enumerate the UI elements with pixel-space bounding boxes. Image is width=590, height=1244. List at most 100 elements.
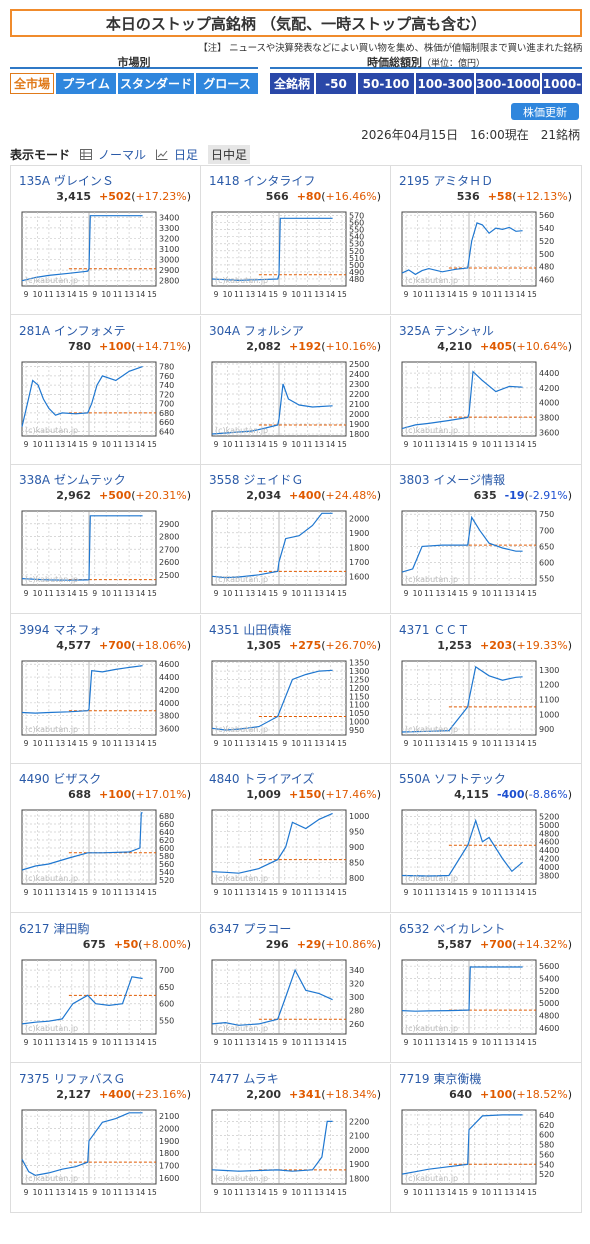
stock-name-link[interactable]: 7719 東京衡機: [399, 1071, 482, 1086]
stock-name-link[interactable]: 7477 ムラキ: [209, 1071, 279, 1086]
stock-name-link[interactable]: 7375 リファバスＧ: [19, 1071, 126, 1086]
x-tick-label: 9: [214, 1038, 219, 1047]
stock-card[interactable]: 7477 ムラキ 2,200 +341(+18.34%) 2200 2100 2000 19…: [201, 1063, 391, 1213]
stock-name-link[interactable]: 1418 インタライフ: [209, 174, 316, 188]
stock-card[interactable]: 4490 ビザスク 688 +100(+17.01%) 680 660 640 620 600…: [11, 764, 201, 914]
stock-card[interactable]: 1418 インタライフ 566 +80(+16.46%) 570 560 550 540 53…: [201, 166, 391, 315]
tab-cap-over-1000[interactable]: 1000-: [542, 73, 582, 94]
stock-card[interactable]: 4371 ＣＣＴ 1,253 +203(+19.33%) 1300 1200 1100 10…: [391, 615, 581, 764]
mode-intraday[interactable]: 日中足: [208, 144, 251, 164]
y-tick-label: 520: [159, 876, 174, 885]
y-tick-label: 1800: [159, 1149, 179, 1158]
mode-normal[interactable]: ノーマル: [80, 146, 146, 163]
x-tick-label: 11: [303, 888, 313, 897]
stock-card[interactable]: 3803 イメージ情報 635 -19(-2.91%) 750 700 650 600 550…: [391, 465, 581, 615]
stock-card[interactable]: 6532 ベイカレント 5,587 +700(+14.32%) 5600 5400 520…: [391, 914, 581, 1063]
y-tick-label: 650: [159, 983, 174, 992]
stock-name-link[interactable]: 6217 津田駒: [19, 922, 90, 936]
update-price-button[interactable]: 株価更新: [511, 103, 579, 120]
stock-name-link[interactable]: 281A インフォメテ: [19, 323, 126, 338]
stock-card[interactable]: 304A フォルシア 2,082 +192(+10.16%) 2500 2400 2300…: [201, 315, 391, 465]
stock-name-link[interactable]: 338A ゼンムテック: [19, 473, 126, 488]
stock-card[interactable]: 7375 リファバスＧ 2,127 +400(+23.16%) 2100 2000 190…: [11, 1063, 201, 1213]
cap-section-label-text: 時価総額別: [366, 56, 422, 69]
price-line: [401, 515, 523, 573]
tab-cap-100-300[interactable]: 100-300: [416, 73, 474, 94]
stock-pct-open: (: [131, 638, 136, 652]
stock-card[interactable]: 4351 山田債権 1,305 +275(+26.70%) 1350 1300 1250 1…: [201, 614, 391, 764]
stock-change-pct: +10.86%: [325, 938, 377, 951]
stock-card[interactable]: 7719 東京衡機 640 +100(+18.52%) 640 620 600 580 560…: [391, 1064, 581, 1213]
y-tick-label: 2200: [349, 390, 369, 399]
stock-name-link[interactable]: 4840 トライアイズ: [209, 772, 315, 787]
stock-name-link[interactable]: 550A ソフトテック: [399, 772, 506, 787]
stock-card[interactable]: 6217 津田駒 675 +50(+8.00%) 700 650 600 550 9 10 11 1…: [11, 914, 201, 1063]
y-tick-label: 2100: [159, 1112, 179, 1121]
stock-name-link[interactable]: 2195 アミタＨＤ: [399, 174, 494, 188]
y-tick-label: 500: [349, 261, 364, 270]
tab-growth[interactable]: グロース: [196, 73, 258, 94]
x-tick-label: 15: [527, 1188, 537, 1197]
stock-name-link[interactable]: 3994 マネフォ: [19, 622, 102, 637]
tab-cap-all[interactable]: 全銘柄: [270, 73, 314, 94]
stock-name-link[interactable]: 3803 イメージ情報: [399, 473, 506, 488]
tab-cap-50-100[interactable]: 50-100: [358, 73, 414, 94]
mode-daily[interactable]: 日足: [156, 146, 198, 163]
stock-card[interactable]: 4840 トライアイズ 1,009 +150(+17.46%) 1000 950 900 8…: [201, 764, 391, 914]
tab-cap-300-1000[interactable]: 300-1000: [476, 73, 540, 94]
tab-standard[interactable]: スタンダード: [118, 73, 194, 94]
x-tick-label: 15: [147, 589, 157, 598]
stock-name-link[interactable]: 4371 ＣＣＴ: [399, 622, 470, 637]
x-tick-label: 15: [337, 888, 347, 897]
stock-name-link[interactable]: 4351 山田債権: [209, 622, 292, 637]
stock-card[interactable]: 135A ヴレインＳ 3,415 +502(+17.23%) 3400 3300 3200…: [11, 166, 201, 315]
stock-name-link[interactable]: 6532 ベイカレント: [399, 922, 506, 936]
stock-name-link[interactable]: 135A ヴレインＳ: [19, 174, 114, 188]
stock-card[interactable]: 6347 プラコー 296 +29(+10.86%) 340 320 300 280 260 9…: [201, 914, 391, 1063]
stock-grid: 135A ヴレインＳ 3,415 +502(+17.23%) 3400 3300 3200…: [10, 165, 582, 1213]
x-tick-label: 15: [527, 888, 537, 897]
stock-name-link[interactable]: 325A テンシャル: [399, 323, 494, 338]
tab-all-market[interactable]: 全市場: [10, 73, 54, 94]
stock-name-link[interactable]: 304A フォルシア: [209, 323, 304, 338]
stock-name-link[interactable]: 3558 ジェイドＧ: [209, 473, 304, 488]
stock-price: 3,415: [56, 190, 92, 203]
stock-pct-open: (: [524, 489, 529, 503]
tab-cap-under-50[interactable]: -50: [316, 73, 356, 94]
stock-price-row: 2,127 +400(+23.16%): [56, 1088, 191, 1101]
stock-card[interactable]: 281A インフォメテ 780 +100(+14.71%) 780 760 740 720 7…: [11, 315, 201, 465]
stock-name-link[interactable]: 4490 ビザスク: [19, 772, 102, 787]
stock-card[interactable]: 3558 ジェイドＧ 2,034 +400(+24.48%) 2000 1900 1800…: [201, 465, 391, 615]
stock-card[interactable]: 325A テンシャル 4,210 +405(+10.64%) 4400 4200 4000…: [391, 316, 581, 465]
chart-watermark: (c)kabutan.jp: [405, 1024, 458, 1033]
stock-card[interactable]: 550A ソフトテック 4,115 -400(-8.86%) 5200 5000 4800…: [391, 764, 581, 914]
tab-prime[interactable]: プライム: [56, 73, 116, 94]
stock-name-link[interactable]: 6347 プラコー: [209, 922, 292, 936]
stock-price: 4,210: [437, 339, 473, 353]
stock-card[interactable]: 3994 マネフォ 4,577 +700(+18.06%) 4600 4400 4200 4…: [11, 614, 201, 764]
stock-change-pct: +23.16%: [135, 1087, 187, 1101]
stock-card[interactable]: 338A ゼンムテック 2,962 +500(+20.31%) 2900 2800 270…: [11, 465, 201, 615]
stock-card[interactable]: 2195 アミタＨＤ 536 +58(+12.13%) 560 540 520 500 480…: [391, 166, 581, 315]
